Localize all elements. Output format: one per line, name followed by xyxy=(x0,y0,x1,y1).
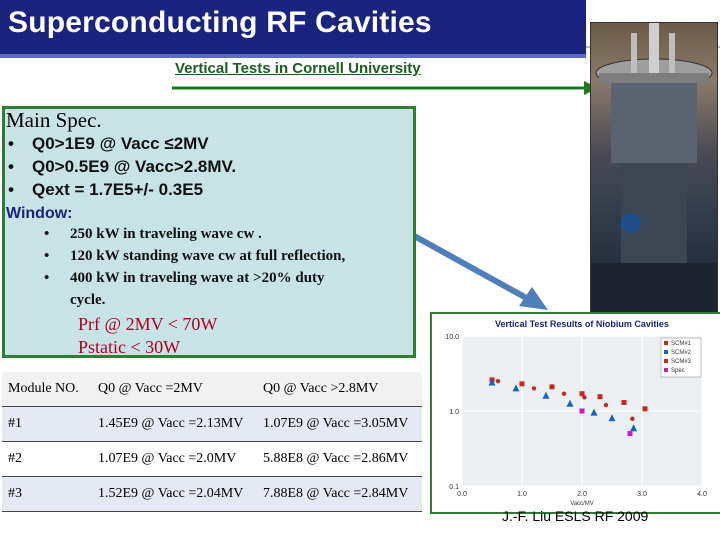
data-point-triangle xyxy=(630,424,638,432)
table-row: #3 1.52E9 @ Vacc =2.04MV 7.88E8 @ Vacc =… xyxy=(2,476,422,512)
x-tick-label: 2.0 xyxy=(577,491,587,498)
bullet-icon: • xyxy=(8,180,14,199)
bullet-icon: • xyxy=(44,248,50,264)
table-header-cell: Q0 @ Vacc >2.8MV xyxy=(257,372,422,407)
rf-power-line: Prf @ 2MV < 70W xyxy=(78,314,218,334)
slide-footer: J.-F. Liu ESLS RF 2009 xyxy=(502,508,649,524)
data-point-square xyxy=(627,431,633,437)
data-point-triangle xyxy=(608,414,616,422)
data-point-triangle xyxy=(566,399,574,407)
table-header-cell: Module NO. xyxy=(2,372,92,407)
x-tick-label: 1.0 xyxy=(517,491,527,498)
spec-item-text: Q0>1E9 @ Vacc ≤2MV xyxy=(32,134,209,153)
x-axis-label: Vacc/MV xyxy=(570,501,594,507)
window-item-text: 400 kW in traveling wave at >20% duty xyxy=(70,270,325,286)
bullet-icon: • xyxy=(44,270,50,286)
title-bar xyxy=(0,0,586,54)
data-point-square xyxy=(642,406,648,412)
legend-swatch xyxy=(664,368,668,372)
table-cell: #1 xyxy=(2,406,92,442)
table-row: #2 1.07E9 @ Vacc =2.0MV 5.88E8 @ Vacc =2… xyxy=(2,441,422,477)
slide-subtitle: Vertical Tests in Cornell University xyxy=(175,60,421,77)
title-underline xyxy=(0,54,586,58)
bullet-icon: • xyxy=(8,134,14,153)
results-table: Module NO. Q0 @ Vacc =2MV Q0 @ Vacc >2.8… xyxy=(2,372,422,512)
data-point-dot xyxy=(561,391,567,396)
data-point-dot xyxy=(603,402,609,408)
data-point-square xyxy=(597,394,603,400)
table-cell: 7.88E8 @ Vacc =2.84MV xyxy=(257,476,422,512)
legend-swatch xyxy=(664,350,668,354)
data-point-triangle xyxy=(488,378,496,386)
spec-item: • Qext = 1.7E5+/- 0.3E5 xyxy=(8,180,203,200)
spec-item-text: Qext = 1.7E5+/- 0.3E5 xyxy=(32,180,204,199)
table-row: #1 1.45E9 @ Vacc =2.13MV 1.07E9 @ Vacc =… xyxy=(2,406,422,442)
spec-item-text: Q0>0.5E9 @ Vacc>2.8MV. xyxy=(32,157,237,176)
y-tick-label: 1.0 xyxy=(449,409,459,416)
static-power-line: Pstatic < 30W xyxy=(78,337,181,353)
data-point-square xyxy=(579,391,585,397)
table-header-cell: Q0 @ Vacc =2MV xyxy=(92,372,257,407)
data-point-triangle xyxy=(590,408,598,416)
data-point-square xyxy=(549,384,555,390)
y-tick-label: 0.1 xyxy=(449,484,459,491)
window-title: Window: xyxy=(6,205,73,222)
chart-panel: Vertical Test Results of Niobium Cavitie… xyxy=(430,312,720,514)
legend-label: SCM#1 xyxy=(671,341,692,347)
x-tick-label: 0.0 xyxy=(457,491,467,498)
table-cell: #3 xyxy=(2,476,92,512)
x-tick-label: 4.0 xyxy=(697,491,707,498)
data-point-square xyxy=(621,399,627,405)
table-cell: #2 xyxy=(2,441,92,477)
table-header-row: Module NO. Q0 @ Vacc =2MV Q0 @ Vacc >2.8… xyxy=(2,372,422,407)
chart-title: Vertical Test Results of Niobium Cavitie… xyxy=(495,319,669,329)
spec-item: • Q0>1E9 @ Vacc ≤2MV xyxy=(8,134,209,154)
data-point-dot xyxy=(495,378,501,384)
x-tick-label: 3.0 xyxy=(637,491,647,498)
table-cell: 1.07E9 @ Vacc =3.05MV xyxy=(257,406,422,442)
legend-swatch xyxy=(664,341,668,345)
blue-arrowhead xyxy=(519,287,548,310)
window-item-text: 250 kW in traveling wave cw . xyxy=(70,226,262,242)
legend-label: Spec xyxy=(671,368,685,374)
data-point-square xyxy=(519,381,525,387)
window-item: • 120 kW standing wave cw at full reflect… xyxy=(44,248,345,265)
cryostat-photo xyxy=(590,22,718,314)
window-item: • 250 kW in traveling wave cw . xyxy=(44,226,262,243)
legend-label: SCM#3 xyxy=(671,359,692,365)
data-point-dot xyxy=(630,416,635,421)
table-cell: 5.88E8 @ Vacc =2.86MV xyxy=(257,441,422,477)
legend-label: SCM#2 xyxy=(671,350,692,356)
table-cell: 1.45E9 @ Vacc =2.13MV xyxy=(92,406,257,442)
main-spec-heading: Main Spec. xyxy=(6,108,102,132)
table-cell: 1.52E9 @ Vacc =2.04MV xyxy=(92,476,257,512)
data-point-triangle xyxy=(542,391,550,399)
slide-title: Superconducting RF Cavities xyxy=(8,6,432,39)
data-point-dot xyxy=(582,395,587,400)
table-cell: 1.07E9 @ Vacc =2.0MV xyxy=(92,441,257,477)
vertical-test-chart: Vertical Test Results of Niobium Cavitie… xyxy=(445,319,707,507)
y-tick-label: 10.0 xyxy=(445,334,459,341)
spec-item: • Q0>0.5E9 @ Vacc>2.8MV. xyxy=(8,157,236,177)
window-item-continued: cycle. xyxy=(70,292,106,308)
bullet-icon: • xyxy=(8,157,14,176)
bullet-icon: • xyxy=(44,226,50,242)
legend-swatch xyxy=(664,359,668,363)
data-point-square xyxy=(579,408,585,414)
data-point-triangle xyxy=(512,384,520,392)
window-item-text: 120 kW standing wave cw at full reflecti… xyxy=(70,248,346,264)
cryostat-illustration xyxy=(591,23,717,313)
main-spec-panel xyxy=(2,106,416,358)
data-point-dot xyxy=(531,386,537,391)
window-item: • 400 kW in traveling wave at >20% duty xyxy=(44,270,325,287)
